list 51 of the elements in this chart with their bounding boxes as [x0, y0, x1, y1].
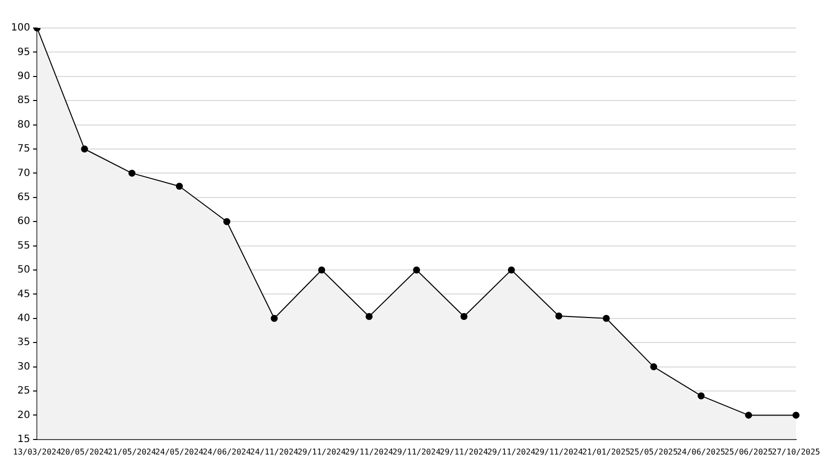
point [81, 146, 88, 152]
x-tick-label: 24/06/2025 [677, 447, 726, 456]
x-tick-label: 13/03/2024 [13, 447, 62, 456]
point [366, 312, 373, 320]
x-tick-label: 25/06/2025 [724, 447, 773, 456]
point [745, 412, 752, 419]
x-tick-label: 29/11/2024 [534, 447, 584, 456]
y-tick-label: 30 [17, 361, 30, 372]
x-tick-label: 29/11/2024 [487, 447, 536, 456]
x-tick-label: 27/10/2025 [772, 447, 820, 456]
y-tick-label: 40 [17, 312, 30, 324]
y-tick-label: 25 [17, 386, 30, 397]
point [508, 266, 515, 274]
point [223, 218, 230, 226]
x-tick-label: 29/11/2024 [298, 447, 346, 456]
y-tick-label: 65 [17, 192, 30, 203]
x-tick-label: 24/05/2024 [155, 447, 204, 456]
y-tick-label: 15 [17, 434, 30, 445]
point [602, 314, 610, 322]
y-tick-label: 95 [17, 46, 30, 58]
point [176, 182, 183, 190]
y-tick-label: 20 [17, 410, 30, 421]
y-tick-label: 70 [17, 168, 30, 179]
x-tick-label: 24/06/2024 [202, 447, 252, 456]
x-tick-label: 29/11/2024 [392, 447, 441, 456]
point [792, 412, 800, 419]
point [698, 392, 705, 400]
x-tick-label: 21/05/2024 [108, 447, 156, 456]
y-tick-label: 45 [17, 288, 30, 300]
point [128, 170, 136, 177]
x-tick-label: 21/01/2025 [582, 447, 631, 456]
y-tick-label: 100 [10, 22, 30, 34]
y-tick-label: 90 [17, 70, 30, 82]
y-tick-label: 85 [17, 95, 30, 106]
y-tick-label: 50 [17, 264, 30, 276]
point [318, 266, 326, 274]
x-tick-label: 24/11/2024 [250, 447, 299, 456]
point [460, 312, 468, 320]
y-tick-label: 60 [17, 216, 30, 228]
x-tick-label: 20/05/2024 [60, 447, 109, 456]
y-tick-label: 75 [17, 144, 30, 155]
point [270, 314, 278, 322]
y-tick-label: 55 [17, 240, 30, 252]
point [413, 266, 420, 274]
y-tick-label: 35 [17, 337, 30, 348]
x-tick-label: 25/05/2025 [630, 447, 678, 456]
x-tick-label: 29/11/2024 [440, 447, 488, 456]
x-tick-label: 29/11/2024 [345, 447, 394, 456]
point [650, 363, 658, 370]
point [555, 312, 562, 320]
y-tick-label: 80 [17, 119, 30, 130]
